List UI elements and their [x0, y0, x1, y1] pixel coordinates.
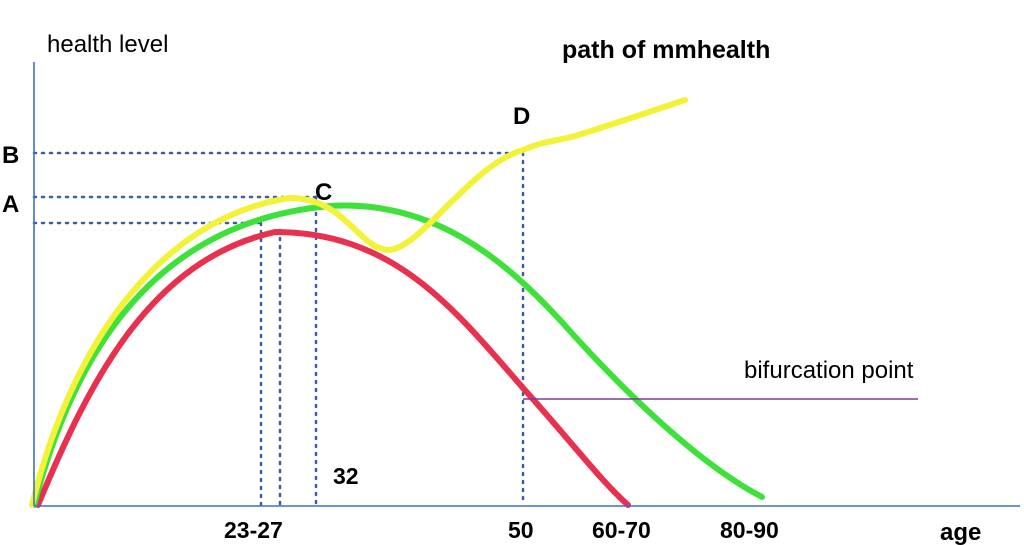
tick-label-32: 32 [333, 463, 359, 489]
callout-label: bifurcation point [744, 357, 914, 384]
diagram-title: path of mmhealth [562, 36, 770, 64]
y-axis-label: health level [47, 31, 168, 58]
level-label-b: B [2, 142, 19, 169]
green-curve [31, 202, 765, 508]
point-label-d: D [513, 103, 530, 130]
x-axis-label: age [940, 519, 981, 545]
tick-label-23-27: 23-27 [224, 517, 283, 543]
tick-label-80-90: 80-90 [720, 517, 779, 543]
tick-label-50: 50 [508, 517, 534, 543]
yellow-curve [29, 97, 688, 508]
red-curve [35, 228, 631, 508]
point-label-c: C [315, 179, 332, 206]
guide-lines [32, 151, 525, 507]
level-label-a: A [2, 191, 19, 218]
tick-label-60-70: 60-70 [592, 517, 651, 543]
